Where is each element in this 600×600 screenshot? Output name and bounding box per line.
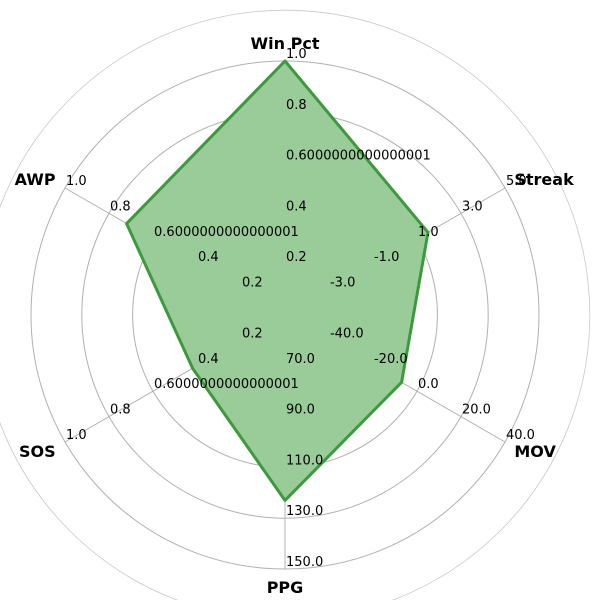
tick-label: 0.2 [242,276,263,291]
tick-label: 0.4 [198,352,219,367]
tick-label: 0.8 [110,199,131,214]
tick-label: 1.0 [66,428,87,443]
tick-label: 0.0 [418,377,439,392]
tick-label: 0.4 [286,199,307,214]
tick-label: 0.2 [286,250,307,265]
tick-label: 1.0 [418,225,439,240]
tick-label: 0.8 [110,403,131,418]
tick-label: 130.0 [286,504,323,519]
axis-labels: Win Pct Streak MOV PPG SOS AWP [15,34,574,597]
tick-label: 0.6000000000000001 [154,377,299,392]
axis-label: Streak [514,170,574,189]
axis-label: PPG [267,578,304,597]
tick-label: 0.4 [198,250,219,265]
tick-label: 150.0 [286,555,323,570]
tick-label: 0.6000000000000001 [286,149,431,164]
tick-label: 110.0 [286,453,323,468]
tick-label: 40.0 [506,428,535,443]
tick-label: 0.8 [286,98,307,113]
tick-label: 20.0 [462,403,491,418]
tick-label: 0.6000000000000001 [154,225,299,240]
data-area-group [125,59,430,502]
tick-labels: 0.2 0.4 0.6000000000000001 0.8 1.0 -3.0 -1.0 1.… [66,47,535,570]
axis-label: SOS [19,442,56,461]
axis-label: Win Pct [251,34,320,53]
axis-label: MOV [514,442,556,461]
tick-label: 3.0 [462,199,483,214]
tick-label: -1.0 [374,250,399,265]
data-area [125,59,430,502]
tick-label: 90.0 [286,403,315,418]
tick-label: -40.0 [330,326,364,341]
axis-label: AWP [15,170,56,189]
tick-label: -20.0 [374,352,408,367]
grid-ring-outer [0,9,591,600]
tick-label: 5.0 [506,174,527,189]
tick-label: 0.2 [242,326,263,341]
tick-label: 1.0 [286,47,307,62]
tick-label: -3.0 [330,276,355,291]
tick-label: 70.0 [286,352,315,367]
tick-label: 1.0 [66,174,87,189]
